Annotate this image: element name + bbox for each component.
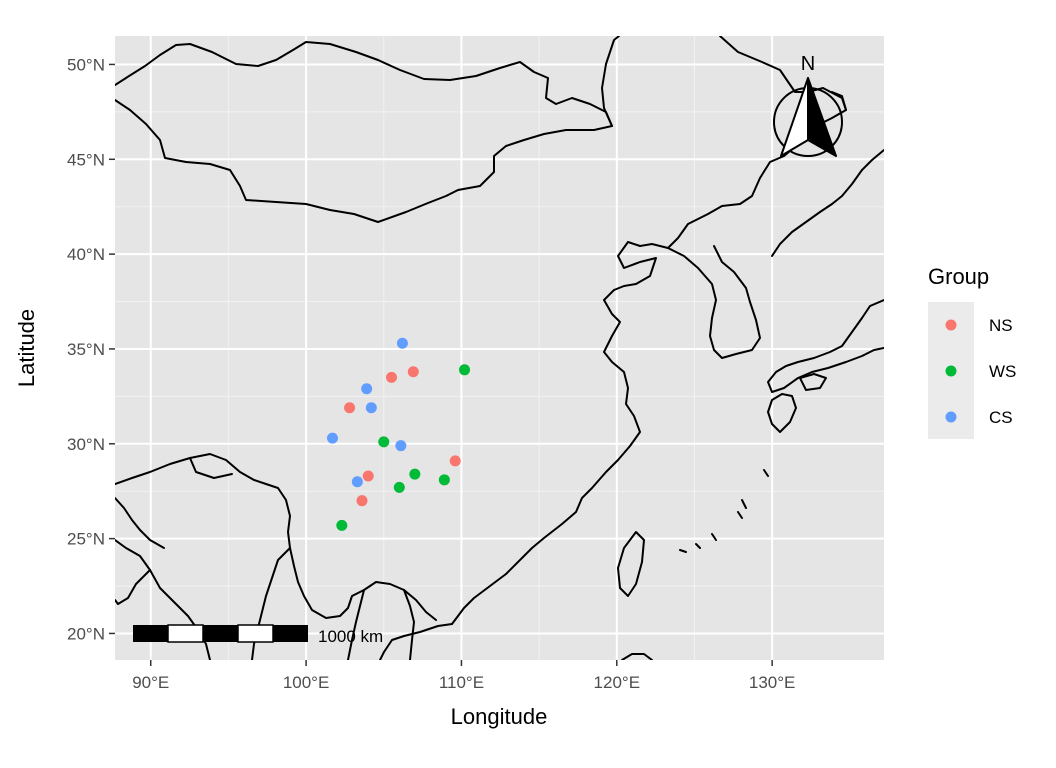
point-cs bbox=[396, 337, 408, 349]
x-axis: 90°E 100°E 110°E 120°E 130°E bbox=[132, 660, 795, 692]
point-cs bbox=[395, 440, 407, 452]
tibet-himalaya-border bbox=[115, 453, 437, 621]
scale-bar: 1000 km bbox=[133, 624, 383, 646]
legend-key-ws bbox=[945, 365, 957, 377]
scale-bar-segment-5 bbox=[273, 625, 308, 642]
taiwan-coast bbox=[617, 531, 645, 597]
china-coastline bbox=[451, 241, 669, 625]
x-tick-label: 120°E bbox=[594, 673, 641, 692]
sample-points bbox=[326, 337, 471, 531]
japan-kyushu bbox=[767, 393, 797, 433]
north-arrow: N bbox=[773, 53, 843, 157]
scale-bar-segment-4 bbox=[237, 624, 274, 643]
point-ns bbox=[356, 495, 368, 507]
japan-shikoku bbox=[799, 373, 827, 391]
scale-bar-label: 1000 km bbox=[318, 627, 383, 646]
y-axis: 20°N 25°N 30°N 35°N 40°N 45°N 50°N bbox=[67, 55, 115, 643]
y-tick-label: 25°N bbox=[67, 530, 105, 549]
country-borders bbox=[115, 36, 884, 660]
japan-honshu bbox=[767, 299, 884, 393]
point-cs bbox=[326, 432, 338, 444]
legend-key-cs bbox=[945, 411, 957, 423]
scale-bar-segment-1 bbox=[133, 625, 168, 642]
y-tick-label: 50°N bbox=[67, 55, 105, 74]
y-axis-title: Latitude bbox=[14, 309, 39, 387]
legend-label-ws: WS bbox=[989, 362, 1016, 381]
point-ws bbox=[336, 519, 348, 531]
point-ns bbox=[449, 455, 461, 467]
north-arrow-label: N bbox=[801, 53, 815, 75]
vietnam-border bbox=[403, 589, 415, 660]
legend-key-ns bbox=[945, 319, 957, 331]
y-tick-label: 30°N bbox=[67, 435, 105, 454]
hainan-coast bbox=[621, 653, 653, 660]
scale-bar-segment-2 bbox=[167, 624, 204, 643]
y-tick-label: 45°N bbox=[67, 150, 105, 169]
y-tick-label: 20°N bbox=[67, 624, 105, 643]
point-ns bbox=[362, 470, 374, 482]
china-russia-border bbox=[601, 36, 620, 127]
scale-bar-segment-3 bbox=[203, 625, 238, 642]
russia-pacific-coast bbox=[771, 149, 884, 257]
x-tick-label: 110°E bbox=[439, 673, 484, 692]
x-tick-label: 90°E bbox=[132, 673, 169, 692]
nepal-border bbox=[115, 497, 165, 549]
sakhalin-coast bbox=[831, 91, 847, 111]
legend-label-cs: CS bbox=[989, 408, 1013, 427]
point-cs bbox=[361, 383, 373, 395]
laos-border bbox=[347, 589, 365, 660]
x-axis-title: Longitude bbox=[451, 704, 548, 729]
point-ns bbox=[344, 402, 356, 414]
point-cs bbox=[365, 402, 377, 414]
point-ns bbox=[386, 371, 398, 383]
southwest-china-border bbox=[379, 623, 453, 660]
north-arrow-right-half bbox=[807, 77, 837, 157]
x-tick-label: 100°E bbox=[283, 673, 330, 692]
ryukyu-islands bbox=[679, 469, 769, 553]
point-ws bbox=[378, 436, 390, 448]
y-tick-label: 40°N bbox=[67, 245, 105, 264]
bangladesh-border bbox=[115, 569, 151, 605]
bhutan-border bbox=[189, 457, 233, 479]
point-cs bbox=[351, 476, 363, 488]
point-ws bbox=[459, 364, 471, 376]
legend-label-ns: NS bbox=[989, 316, 1013, 335]
point-ws bbox=[393, 481, 405, 493]
point-ns bbox=[407, 366, 419, 378]
point-ws bbox=[438, 474, 450, 486]
y-tick-label: 35°N bbox=[67, 340, 105, 359]
legend: Group NS WS CS bbox=[928, 264, 1016, 439]
gridlines bbox=[115, 36, 884, 660]
korea-coast bbox=[667, 245, 761, 359]
x-tick-label: 130°E bbox=[749, 673, 796, 692]
point-ws bbox=[409, 468, 421, 480]
legend-title: Group bbox=[928, 264, 989, 289]
